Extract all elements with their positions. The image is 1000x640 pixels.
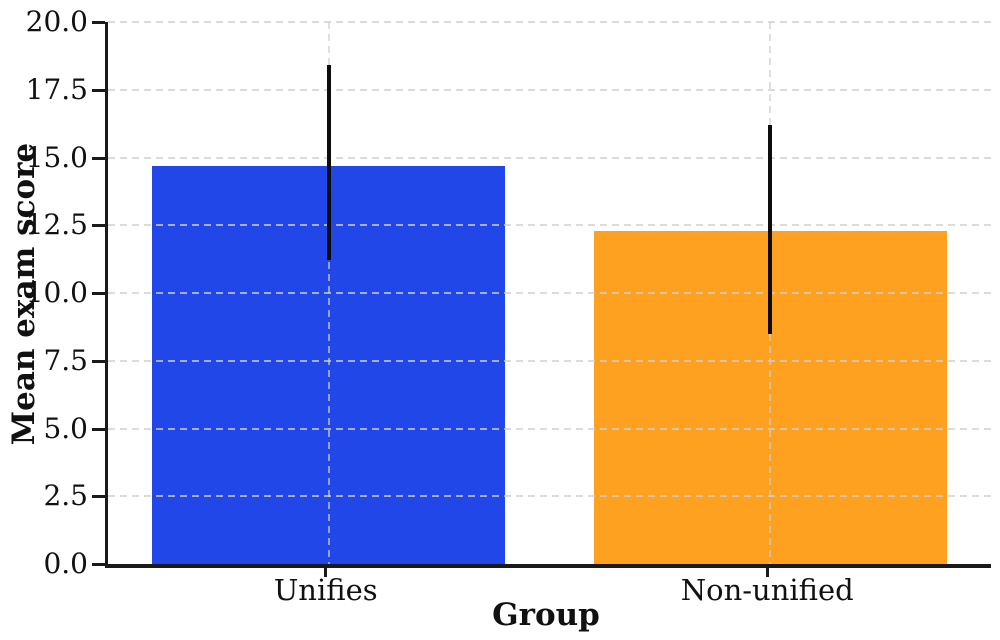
gridline-y-5.0: [108, 427, 991, 430]
plot-area: [105, 21, 991, 568]
x-tick-mark-non-unified: [765, 568, 769, 577]
gridline-y-20.0: [108, 21, 991, 23]
gridline-y-7.5: [108, 359, 991, 362]
gridline-y-17.5: [108, 88, 991, 91]
gridline-x-unifies: [327, 22, 330, 564]
gridline-y-10.0: [108, 292, 991, 294]
y-tick-mark-2.5: [92, 495, 105, 499]
y-tick-mark-15.0: [92, 156, 105, 160]
y-tick-mark-0.0: [92, 563, 105, 566]
y-tick-label-15.0: 15.0: [25, 140, 88, 174]
y-tick-label-12.5: 12.5: [25, 208, 88, 242]
gridline-y-15.0: [108, 156, 991, 159]
gridline-y-12.5: [108, 224, 991, 227]
x-tick-mark-unifies: [324, 568, 328, 577]
y-tick-mark-20.0: [92, 21, 105, 24]
y-tick-mark-17.5: [92, 88, 105, 92]
y-tick-label-5.0: 5.0: [43, 411, 88, 445]
error-bar-unifies: [326, 65, 331, 261]
y-tick-label-20.0: 20.0: [25, 5, 88, 38]
y-tick-mark-10.0: [92, 292, 105, 295]
y-tick-label-17.5: 17.5: [25, 72, 88, 106]
y-tick-mark-7.5: [92, 359, 105, 363]
gridline-y-2.5: [108, 495, 991, 498]
y-tick-mark-5.0: [92, 427, 105, 431]
error-bar-non-unified: [768, 124, 773, 334]
y-tick-label-10.0: 10.0: [25, 276, 88, 309]
y-tick-label-7.5: 7.5: [43, 343, 88, 377]
y-tick-mark-12.5: [92, 224, 105, 228]
x-tick-label-unifies: Unifies: [273, 573, 378, 607]
y-tick-label-0.0: 0.0: [43, 547, 88, 580]
x-tick-label-non-unified: Non-unified: [680, 573, 854, 607]
x-axis-label: Group: [492, 597, 600, 633]
y-tick-label-2.5: 2.5: [43, 479, 88, 513]
